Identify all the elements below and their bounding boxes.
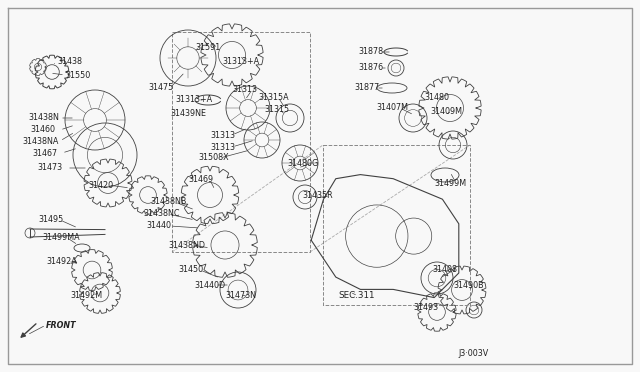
Text: 31409M: 31409M bbox=[430, 106, 462, 115]
Text: 31480G: 31480G bbox=[287, 158, 318, 167]
Text: 31473: 31473 bbox=[37, 164, 62, 173]
Text: 31438NC: 31438NC bbox=[143, 209, 179, 218]
Text: 31313+A: 31313+A bbox=[175, 96, 212, 105]
Text: 31493: 31493 bbox=[413, 304, 438, 312]
Text: 31440D: 31440D bbox=[194, 280, 225, 289]
Text: 31438ND: 31438ND bbox=[168, 241, 205, 250]
Text: 31440: 31440 bbox=[146, 221, 171, 231]
Text: 31315: 31315 bbox=[264, 105, 289, 113]
Text: 31469: 31469 bbox=[188, 176, 213, 185]
Text: 31499MA: 31499MA bbox=[42, 232, 79, 241]
Text: 31473N: 31473N bbox=[225, 292, 256, 301]
Text: 31313: 31313 bbox=[210, 142, 235, 151]
Text: J3·003V: J3·003V bbox=[458, 350, 488, 359]
Text: 31480: 31480 bbox=[424, 93, 449, 103]
Text: 31508X: 31508X bbox=[198, 154, 228, 163]
Text: 31438N: 31438N bbox=[28, 113, 59, 122]
Text: 31313: 31313 bbox=[232, 86, 257, 94]
Text: 31315A: 31315A bbox=[258, 93, 289, 102]
Text: 31591: 31591 bbox=[195, 44, 220, 52]
Text: 31876: 31876 bbox=[358, 64, 383, 73]
Text: 31467: 31467 bbox=[32, 148, 57, 157]
Text: 31420: 31420 bbox=[88, 180, 113, 189]
Text: 31438NA: 31438NA bbox=[22, 137, 58, 145]
Text: 31550: 31550 bbox=[65, 71, 90, 80]
Text: 31492M: 31492M bbox=[70, 291, 102, 299]
Text: 31438NB: 31438NB bbox=[150, 198, 186, 206]
Text: FRONT: FRONT bbox=[46, 321, 77, 330]
Text: 31490B: 31490B bbox=[453, 280, 484, 289]
Text: 31877: 31877 bbox=[354, 83, 380, 93]
Text: SEC.311: SEC.311 bbox=[338, 292, 374, 301]
Text: 31450: 31450 bbox=[178, 266, 203, 275]
Text: 31407M: 31407M bbox=[376, 103, 408, 112]
Text: 31475: 31475 bbox=[148, 83, 173, 93]
Text: 31408: 31408 bbox=[432, 266, 457, 275]
Text: 31460: 31460 bbox=[30, 125, 55, 135]
Text: 31435R: 31435R bbox=[302, 192, 333, 201]
Text: 31439NE: 31439NE bbox=[170, 109, 206, 118]
Text: 31499M: 31499M bbox=[434, 179, 466, 187]
Text: 31492A: 31492A bbox=[46, 257, 77, 266]
Text: 31313: 31313 bbox=[210, 131, 235, 140]
Text: 31495: 31495 bbox=[38, 215, 63, 224]
Text: 31878: 31878 bbox=[358, 48, 383, 57]
Text: 31313+A: 31313+A bbox=[222, 58, 259, 67]
Text: 31438: 31438 bbox=[57, 58, 82, 67]
